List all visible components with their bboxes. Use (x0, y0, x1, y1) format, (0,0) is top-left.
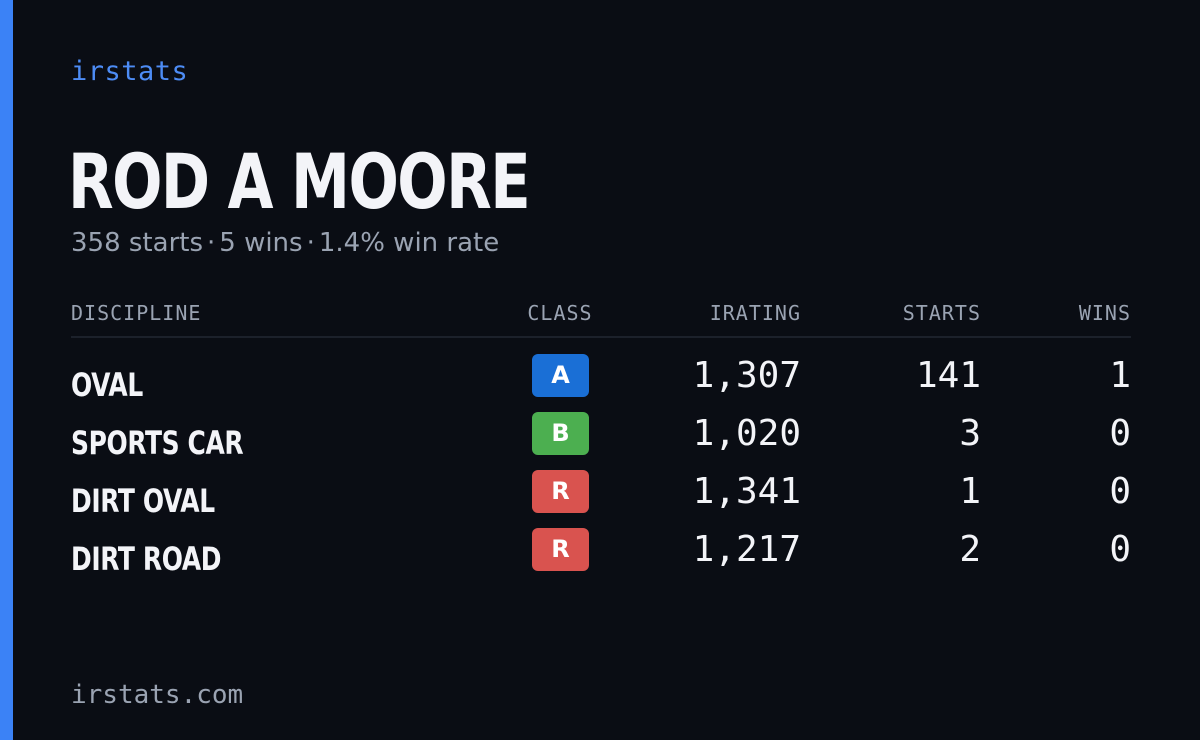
brand-logo-text: irstats (71, 56, 189, 87)
irating-value: 1,217 (692, 529, 801, 570)
header-class: CLASS (527, 301, 593, 325)
starts-value: 141 (915, 355, 981, 396)
separator: · (207, 228, 216, 258)
header-starts: STARTS (902, 301, 981, 325)
table-row: SPORTS CAR B 1,020 3 0 (71, 412, 1131, 470)
irating-value: 1,020 (692, 413, 801, 454)
header-irating: IRATING (709, 301, 801, 325)
wins-value: 1 (1109, 355, 1131, 396)
starts-value: 2 (959, 529, 981, 570)
class-badge: B (532, 412, 589, 455)
wins-count: 5 wins (219, 228, 303, 258)
driver-name: ROD A MOORE (68, 137, 531, 226)
table-body: OVAL A 1,307 141 1 SPORTS CAR B 1,020 3 0 DIRT OVA… (71, 338, 1131, 586)
table-header: DISCIPLINE CLASS IRATING STARTS WINS (71, 298, 1131, 338)
header-wins: WINS (1078, 301, 1131, 325)
wins-value: 0 (1109, 529, 1131, 570)
discipline-name: OVAL (71, 366, 143, 404)
header-discipline: DISCIPLINE (71, 301, 202, 325)
accent-bar (0, 0, 13, 740)
table-row: DIRT ROAD R 1,217 2 0 (71, 528, 1131, 586)
footer-url: irstats.com (71, 680, 244, 710)
driver-summary: 358 starts · 5 wins · 1.4% win rate (71, 228, 499, 258)
starts-count: 358 starts (71, 228, 203, 258)
stats-table: DISCIPLINE CLASS IRATING STARTS WINS OVA… (71, 298, 1131, 586)
separator: · (306, 228, 315, 258)
irating-value: 1,307 (692, 355, 801, 396)
discipline-name: SPORTS CAR (71, 424, 244, 462)
starts-value: 3 (959, 413, 981, 454)
starts-value: 1 (959, 471, 981, 512)
table-row: OVAL A 1,307 141 1 (71, 354, 1131, 412)
table-row: DIRT OVAL R 1,341 1 0 (71, 470, 1131, 528)
class-badge: A (532, 354, 589, 397)
irating-value: 1,341 (692, 471, 801, 512)
class-badge: R (532, 470, 589, 513)
class-badge: R (532, 528, 589, 571)
wins-value: 0 (1109, 471, 1131, 512)
discipline-name: DIRT OVAL (71, 482, 215, 520)
wins-value: 0 (1109, 413, 1131, 454)
win-rate: 1.4% win rate (318, 228, 500, 258)
discipline-name: DIRT ROAD (71, 540, 222, 578)
